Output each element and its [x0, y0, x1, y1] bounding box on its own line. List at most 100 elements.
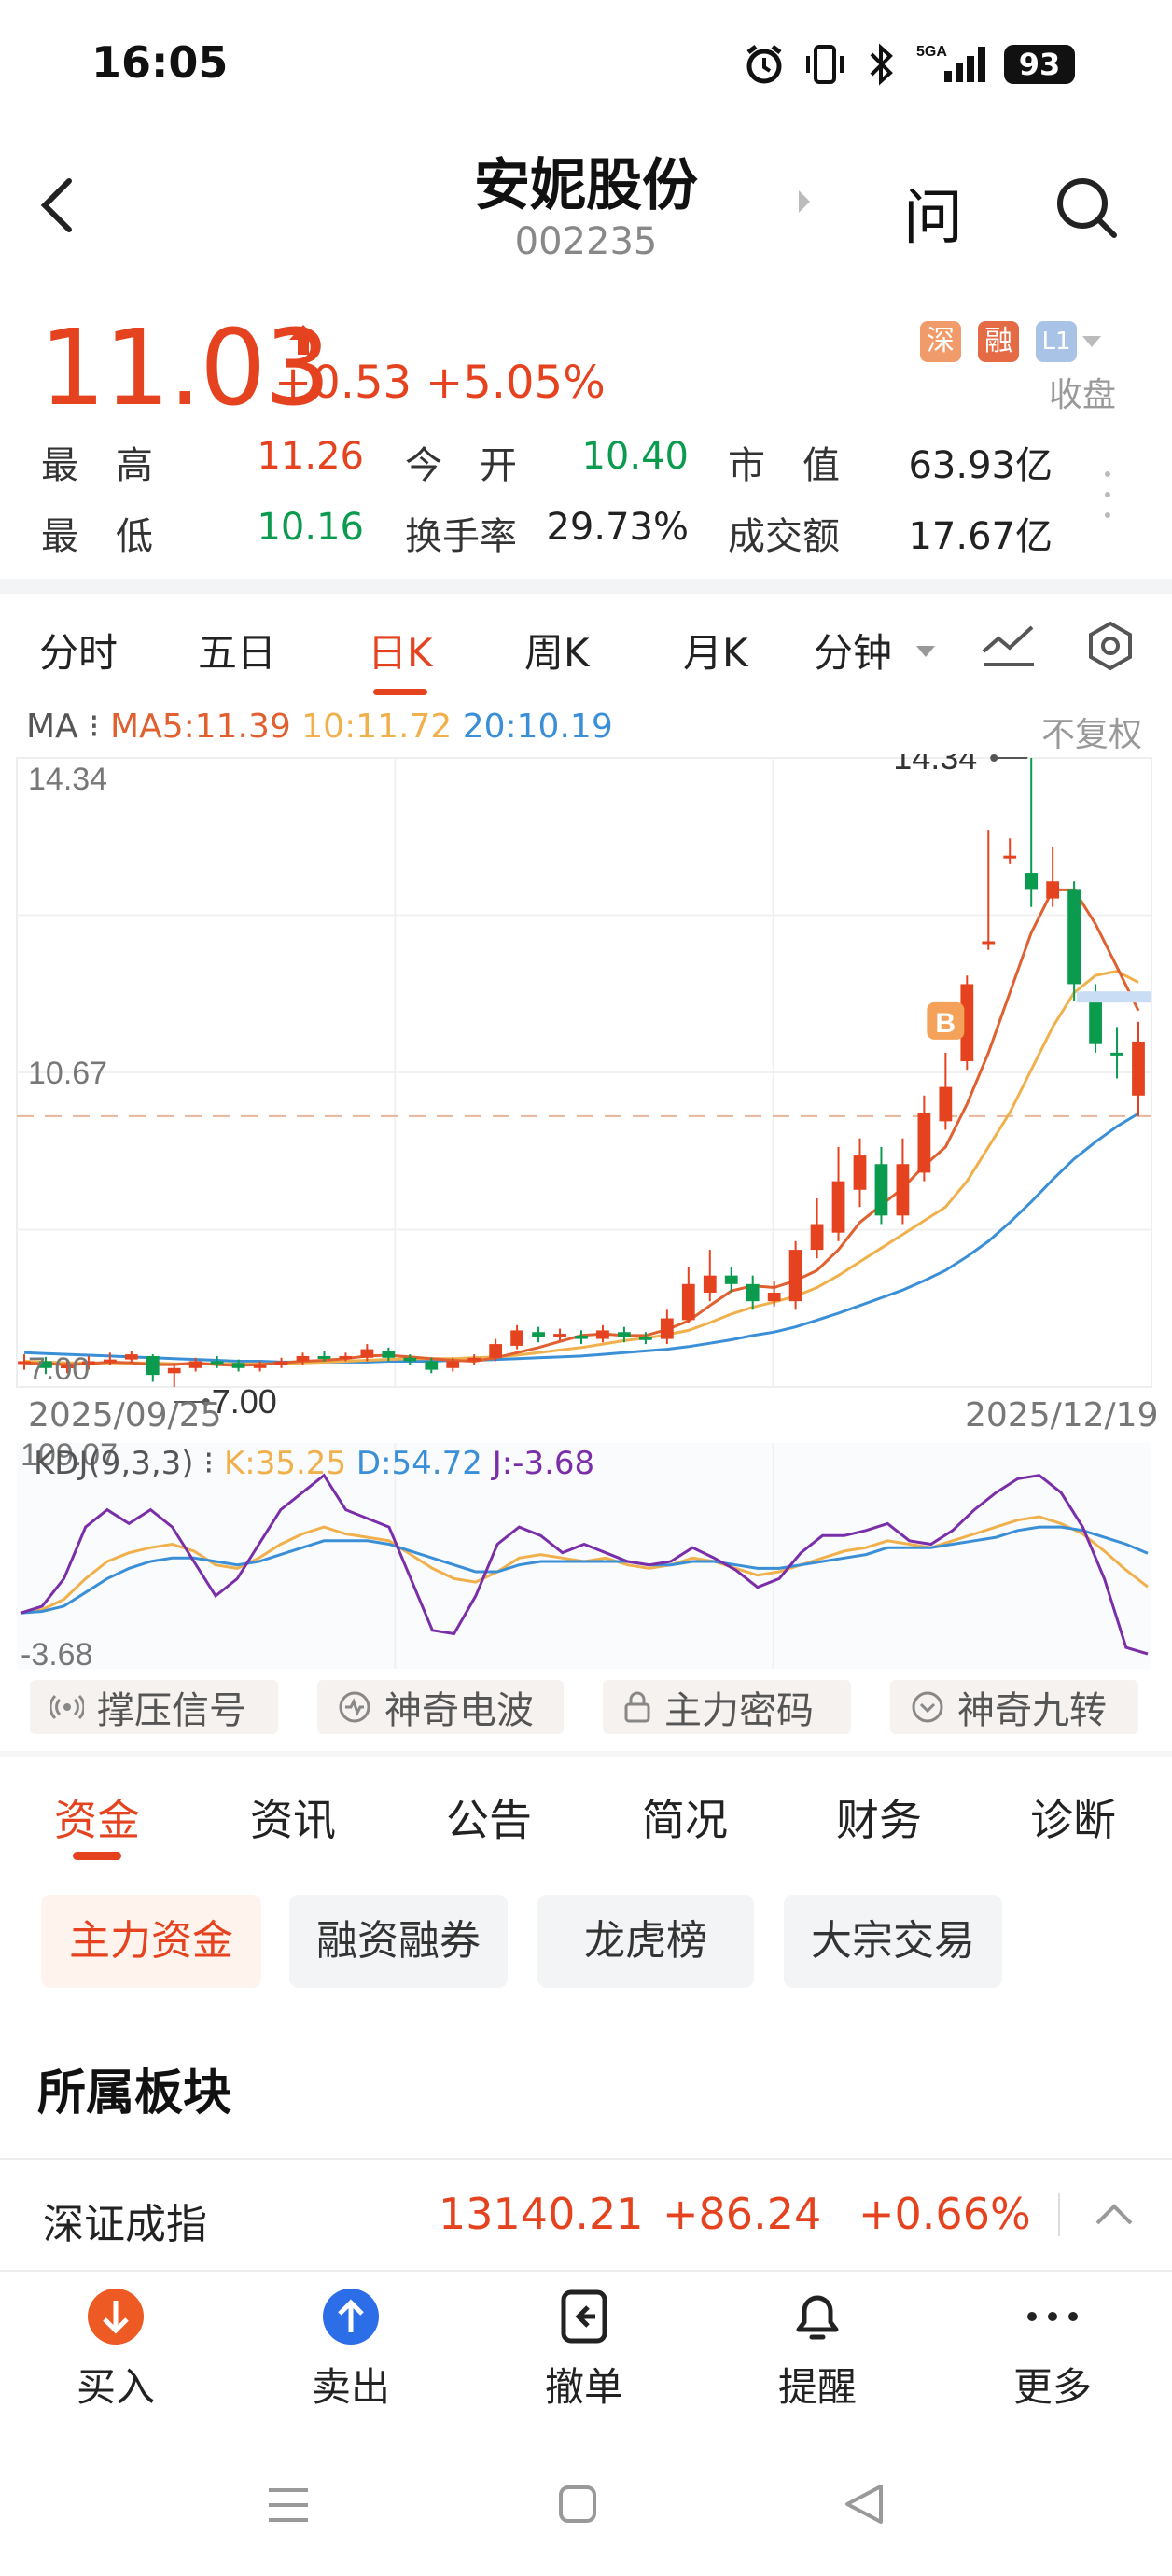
tab-profile[interactable]: 简况	[642, 1795, 728, 1845]
alarm-icon	[746, 45, 782, 84]
recent-apps-icon[interactable]	[267, 2486, 310, 2524]
nav-back-icon[interactable]	[844, 2483, 885, 2526]
stat-label-high: 最 高	[41, 444, 153, 487]
stat-value-low: 10.16	[257, 506, 364, 549]
main-force-code-button[interactable]: 主力密码	[603, 1680, 851, 1734]
index-value: 13140.21	[439, 2189, 644, 2239]
sell-label: 卖出	[311, 2364, 390, 2410]
subtab-margin[interactable]: 融资融券	[289, 1895, 508, 1988]
index-ticker-bar[interactable]	[0, 2158, 1172, 2272]
magic-nine-button[interactable]: 神奇九转	[890, 1680, 1138, 1734]
candle-body	[296, 1355, 310, 1362]
sell-button[interactable]: 卖出	[267, 2285, 435, 2413]
candle-body	[339, 1355, 353, 1359]
price-change: +0.53	[274, 357, 412, 409]
minute-dropdown-icon[interactable]	[916, 646, 935, 657]
ma5-line	[23, 888, 1140, 1367]
kdj-label: KDJ(9,3,3)	[34, 1445, 194, 1482]
support-resistance-button[interactable]: 撑压信号	[30, 1680, 278, 1734]
candle-body	[960, 984, 974, 1062]
buy-label: 买入	[76, 2364, 155, 2410]
candle-body	[896, 1164, 910, 1216]
chart-start-date: 2025/09/25	[28, 1396, 222, 1435]
kline-chart[interactable]: 14.34 10.67 7.00 14.34 7.00 B 109.07 -3.68	[15, 754, 1157, 1669]
candle-body	[1089, 1001, 1102, 1044]
stock-code: 002235	[514, 220, 658, 263]
stat-value-open: 10.40	[581, 435, 689, 478]
kdj-d-line	[20, 1525, 1149, 1615]
candle-body	[81, 1361, 95, 1365]
tab-financials[interactable]: 财务	[836, 1795, 922, 1845]
candle-body	[681, 1283, 695, 1321]
indicator-settings-icon[interactable]	[982, 623, 1036, 668]
kdj-legend: KDJ(9,3,3) ⁝ K:35.25 D:54.72 J:-3.68	[34, 1445, 595, 1482]
subtab-main-capital[interactable]: 主力资金	[41, 1895, 261, 1988]
signal-wave-icon	[50, 1694, 84, 1720]
alert-label: 提醒	[777, 2364, 857, 2410]
status-time: 16:05	[91, 37, 229, 88]
tab-weekly-k[interactable]: 周K	[524, 630, 590, 676]
candle-body	[61, 1365, 74, 1369]
candle-body	[467, 1357, 481, 1362]
stat-value-mktcap: 63.93亿	[908, 444, 1053, 487]
candle-body	[360, 1349, 374, 1358]
adjust-mode[interactable]: 不复权	[1041, 716, 1143, 754]
ma5-value: MA5:11.39	[110, 707, 291, 746]
stock-name: 安妮股份	[474, 153, 698, 218]
active-tab-indicator	[373, 689, 427, 695]
main-force-code-label: 主力密码	[664, 1689, 814, 1732]
chart-end-date: 2025/12/19	[965, 1396, 1159, 1435]
subtab-block-trade[interactable]: 大宗交易	[784, 1895, 1002, 1988]
buy-button[interactable]: 买入	[32, 2285, 200, 2413]
candle-body	[1025, 873, 1039, 890]
candle-body	[618, 1332, 631, 1337]
candle-body	[874, 1164, 888, 1216]
magic-wave-button[interactable]: 神奇电波	[317, 1680, 564, 1734]
tab-minute[interactable]: 分钟	[814, 630, 893, 676]
chevron-circle-icon	[912, 1691, 943, 1723]
candle-body	[575, 1335, 588, 1339]
ask-button[interactable]: 问	[903, 184, 963, 253]
price-change-pct: +5.05%	[426, 357, 606, 409]
low-marker-label: 7.00	[212, 1382, 277, 1421]
search-icon[interactable]	[1053, 174, 1120, 241]
tab-five-day[interactable]: 五日	[198, 630, 277, 676]
tab-intraday[interactable]: 分时	[39, 630, 119, 676]
candle-body	[810, 1224, 824, 1251]
cancel-order-button[interactable]: 撤单	[500, 2285, 668, 2413]
chevron-up-icon[interactable]	[1094, 2199, 1135, 2227]
tab-monthly-k[interactable]: 月K	[683, 630, 748, 676]
more-stats-icon[interactable]	[1103, 467, 1112, 523]
level-dropdown-icon[interactable]	[1082, 336, 1101, 347]
more-button[interactable]: 更多	[969, 2285, 1137, 2413]
stat-label-open: 今 开	[405, 444, 517, 487]
candle-body	[317, 1355, 331, 1359]
candle-body	[489, 1344, 503, 1358]
candle-body	[982, 941, 996, 945]
tab-news[interactable]: 资讯	[250, 1795, 336, 1845]
stat-label-mktcap: 市 值	[728, 444, 840, 487]
low-marker-dot	[202, 1398, 210, 1406]
subtab-dragon-tiger[interactable]: 龙虎榜	[537, 1895, 754, 1988]
tab-announcements[interactable]: 公告	[446, 1795, 532, 1845]
kdj-y-label-min: -3.68	[21, 1637, 93, 1669]
chart-settings-icon[interactable]	[1084, 620, 1137, 672]
next-stock-icon[interactable]	[795, 187, 814, 217]
vibrate-icon	[806, 45, 844, 84]
tab-capital[interactable]: 资金	[54, 1795, 140, 1845]
level-tag[interactable]: L1	[1036, 321, 1077, 362]
price-band	[1077, 991, 1151, 1003]
sector-section-title: 所属板块	[37, 2065, 232, 2121]
market-tag-shenzhen: 深	[920, 321, 961, 362]
home-icon[interactable]	[558, 2485, 597, 2524]
alert-button[interactable]: 提醒	[733, 2285, 901, 2413]
tab-daily-k[interactable]: 日K	[368, 630, 433, 676]
current-price: 11.03	[39, 308, 331, 429]
y-axis-label-mid: 10.67	[28, 1056, 107, 1091]
back-icon[interactable]	[28, 168, 84, 243]
candle-body	[831, 1181, 845, 1233]
tab-diagnosis[interactable]: 诊断	[1030, 1795, 1116, 1845]
candle-body	[274, 1361, 288, 1365]
candle-body	[788, 1250, 802, 1302]
candle-body	[18, 1361, 31, 1365]
